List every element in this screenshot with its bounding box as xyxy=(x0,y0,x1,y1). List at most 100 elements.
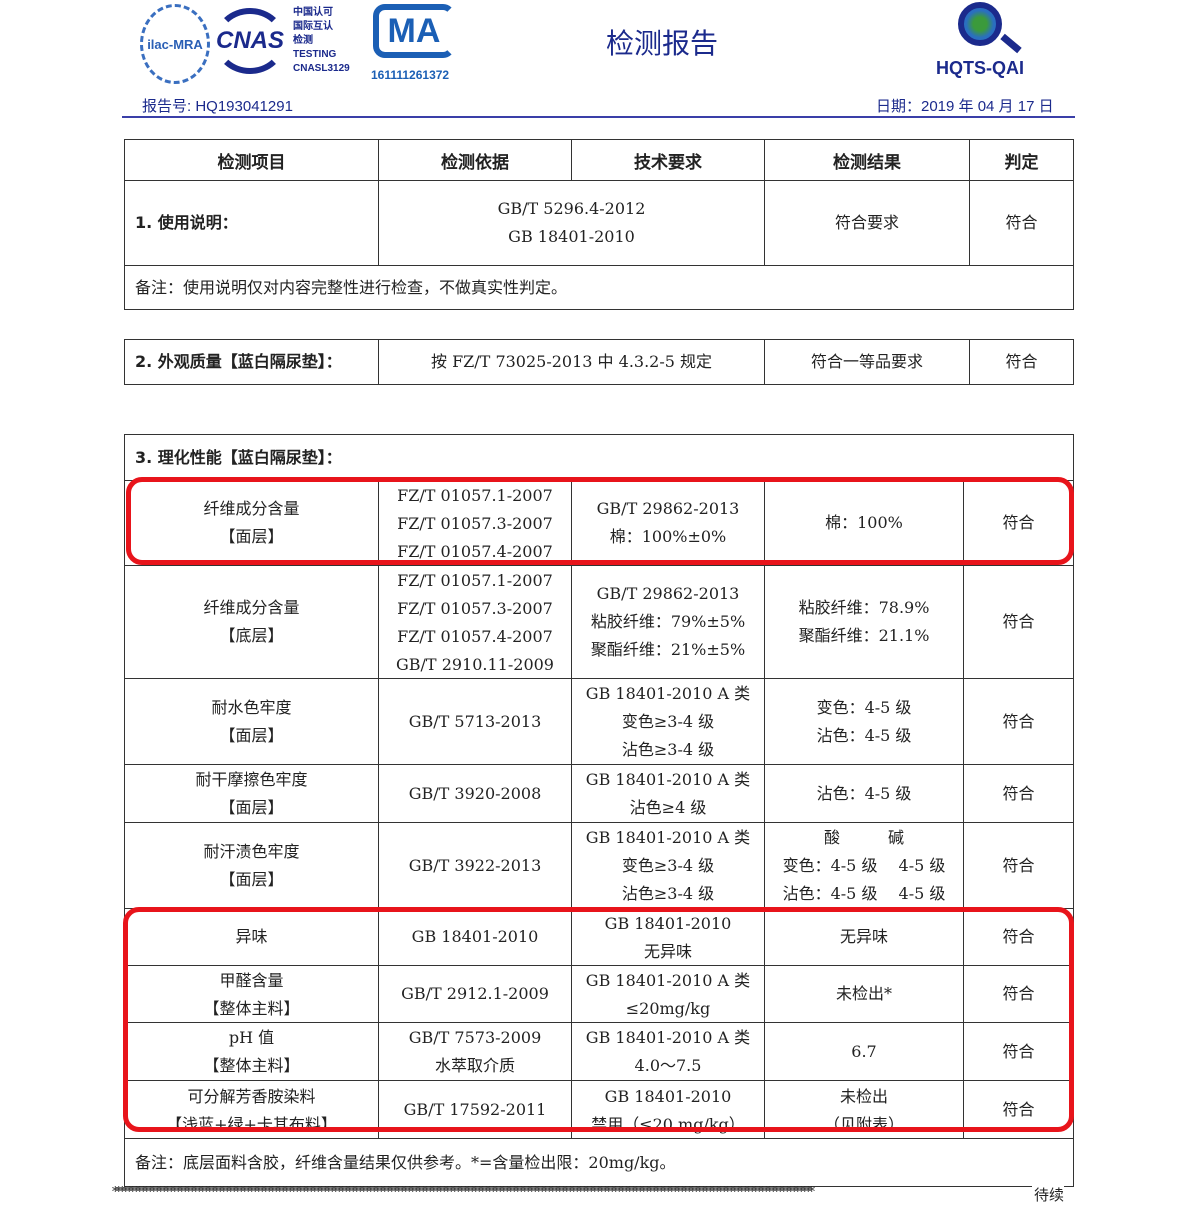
s3-method-text: FZ/T 01057.1-2007 FZ/T 01057.3-2007 FZ/T… xyxy=(397,485,553,561)
s1-result: 符合要求 xyxy=(764,180,970,266)
s3-cell-item: 可分解芳香胺染料 【浅蓝+绿+卡其布料】 xyxy=(124,1080,379,1139)
hqts-logo-text: HQTS-QAI xyxy=(936,58,1024,78)
s3-result-text: 粘胶纤维：78.9% 聚酯纤维：21.1% xyxy=(798,598,930,645)
s3-cell-verdict: 符合 xyxy=(962,1080,1075,1139)
s3-cell-item: 耐干摩擦色牢度 【面层】 xyxy=(124,764,379,823)
table-row: 纤维成分含量 【面层】 FZ/T 01057.1-2007 FZ/T 01057.… xyxy=(124,480,1075,566)
continued-line: ****************************************… xyxy=(112,1186,1200,1200)
s3-cell-method: GB/T 3922-2013 xyxy=(378,822,572,909)
report-date: 日期：2019 年 04 月 17 日 xyxy=(876,98,1054,115)
s3-item-text: pH 值 【整体主料】 xyxy=(203,1027,300,1075)
s3-method-text: GB/T 5713-2013 xyxy=(408,711,542,731)
cma-number: 161111261372 xyxy=(371,68,450,82)
s3-method-text: GB/T 2912.1-2009 xyxy=(401,984,549,1003)
s3-result-text: 无异味 xyxy=(839,927,888,946)
s3-cell-item: 甲醛含量 【整体主料】 xyxy=(124,965,379,1023)
cnas-text: CNAS xyxy=(216,27,285,55)
table-row: pH 值 【整体主料】 GB/T 7573-2009 水萃取介质 GB 18401-… xyxy=(124,1022,1075,1081)
s3-cell-result: 变色：4-5 级 沾色：4-5 级 xyxy=(764,678,964,765)
s3-requirement-text: GB 18401-2010 禁用（≤20 mg/kg） xyxy=(591,1087,745,1134)
s3-cell-method: GB 18401-2010 xyxy=(378,908,572,966)
report-number: 报告号: HQ193041291 xyxy=(142,98,293,115)
s3-title: 3. 理化性能【蓝白隔尿垫】： xyxy=(123,434,1075,481)
ilac-text: ilac-MRA xyxy=(147,36,203,52)
s3-cell-requirement: GB 18401-2010 无异味 xyxy=(571,908,765,966)
s3-cell-result: 棉：100% xyxy=(764,480,964,566)
s3-result-text: 6.7 xyxy=(851,1041,877,1061)
s3-cell-requirement: GB 18401-2010 A 类 沾色≥4 级 xyxy=(571,764,765,823)
s3-cell-requirement: GB 18401-2010 A 类 变色≥3-4 级 沾色≥3-4 级 xyxy=(571,678,765,765)
s3-cell-verdict: 符合 xyxy=(962,965,1075,1023)
asterisk-divider: ****************************************… xyxy=(112,1186,815,1200)
s3-item-text: 纤维成分含量 【底层】 xyxy=(203,598,300,645)
s3-verdict-text: 符合 xyxy=(1002,1099,1035,1119)
s2-item: 2. 外观质量【蓝白隔尿垫】： xyxy=(124,339,379,385)
s3-cell-method: GB/T 17592-2011 xyxy=(378,1080,572,1139)
continued-label: 待续 xyxy=(1032,1184,1065,1205)
s3-result-text: 未检出* xyxy=(835,984,892,1003)
s3-verdict-text: 符合 xyxy=(1002,783,1035,803)
s3-result-text: 变色：4-5 级 沾色：4-5 级 xyxy=(816,697,912,745)
s3-cell-item: 纤维成分含量 【面层】 xyxy=(124,480,379,566)
s1-note: 备注：使用说明仅对内容完整性进行检查，不做真实性判定。 xyxy=(124,265,1074,310)
s3-cell-item: 耐汗渍色牢度 【面层】 xyxy=(124,822,379,909)
s3-requirement-text: GB 18401-2010 无异味 xyxy=(604,913,732,961)
cnas-caption: 中国认可 国际互认 检测 TESTING CNASL3129 xyxy=(293,7,350,74)
table-row: 耐水色牢度 【面层】 GB/T 5713-2013 GB 18401-2010 A … xyxy=(124,678,1075,765)
col-header-requirement: 技术要求 xyxy=(571,139,765,181)
s3-cell-item: pH 值 【整体主料】 xyxy=(124,1022,379,1081)
s3-result-text: 未检出 （见附表） xyxy=(823,1087,904,1134)
s1-verdict: 符合 xyxy=(969,180,1074,266)
s3-result-text: 沾色：4-5 级 xyxy=(816,783,912,803)
s3-cell-verdict: 符合 xyxy=(962,1022,1075,1081)
s3-item-text: 耐汗渍色牢度 【面层】 xyxy=(203,841,300,889)
s3-requirement-text: GB/T 29862-2013 棉：100%±0% xyxy=(596,499,740,546)
s3-method-text: GB/T 7573-2009 水萃取介质 xyxy=(408,1027,542,1075)
s3-cell-item: 纤维成分含量 【底层】 xyxy=(124,565,379,679)
s3-cell-method: GB/T 3920-2008 xyxy=(378,764,572,823)
s3-verdict-text: 符合 xyxy=(1002,612,1035,631)
ilac-mra-logo: ilac-MRA xyxy=(140,4,210,84)
s3-item-text: 异味 xyxy=(235,927,268,946)
s3-cell-item: 耐水色牢度 【面层】 xyxy=(124,678,379,765)
s3-cell-requirement: GB 18401-2010 A 类 变色≥3-4 级 沾色≥3-4 级 xyxy=(571,822,765,909)
hqts-globe-icon xyxy=(958,2,1002,46)
s1-item: 1. 使用说明： xyxy=(124,180,379,266)
cma-logo: MA xyxy=(373,4,455,58)
section1-table: 检测项目 检测依据 技术要求 检测结果 判定 1. 使用说明： GB/T 529… xyxy=(124,139,1074,310)
s3-cell-result: 酸 碱 变色：4-5 级 4-5 级 沾色：4-5 级 4-5 级 xyxy=(764,822,964,909)
page-title: 检测报告 xyxy=(606,27,719,60)
cma-text: MA xyxy=(387,11,441,50)
table-row: 耐汗渍色牢度 【面层】 GB/T 3922-2013 GB 18401-2010 A… xyxy=(124,822,1075,909)
header-divider xyxy=(122,116,1075,118)
s3-cell-result: 沾色：4-5 级 xyxy=(764,764,964,823)
s3-item-text: 甲醛含量 【整体主料】 xyxy=(203,970,300,1018)
s3-item-text: 耐干摩擦色牢度 【面层】 xyxy=(195,769,308,817)
s3-cell-method: GB/T 2912.1-2009 xyxy=(378,965,572,1023)
s3-method-text: GB/T 3922-2013 xyxy=(408,855,542,875)
s3-cell-requirement: GB/T 29862-2013 粘胶纤维：79%±5% 聚酯纤维：21%±5% xyxy=(571,565,765,679)
s3-requirement-text: GB 18401-2010 A 类 ≤20mg/kg xyxy=(585,970,751,1018)
magnifier-handle-icon xyxy=(1000,33,1022,54)
s3-cell-verdict: 符合 xyxy=(962,565,1075,679)
section3-table: 3. 理化性能【蓝白隔尿垫】： 纤维成分含量 【面层】 FZ/T 01057.1-… xyxy=(123,434,1075,1187)
s3-cell-requirement: GB 18401-2010 禁用（≤20 mg/kg） xyxy=(571,1080,765,1139)
col-header-method: 检测依据 xyxy=(378,139,572,181)
s2-verdict: 符合 xyxy=(969,339,1075,385)
s3-method-text: GB 18401-2010 xyxy=(411,927,539,946)
s3-cell-verdict: 符合 xyxy=(962,480,1075,566)
s3-cell-verdict: 符合 xyxy=(962,678,1075,765)
s1-method: GB/T 5296.4-2012 GB 18401-2010 xyxy=(378,180,765,266)
s3-cell-result: 未检出* xyxy=(764,965,964,1023)
table-row: 甲醛含量 【整体主料】 GB/T 2912.1-2009 GB 18401-2010… xyxy=(124,965,1075,1023)
s3-item-text: 可分解芳香胺染料 【浅蓝+绿+卡其布料】 xyxy=(166,1087,337,1134)
col-header-verdict: 判定 xyxy=(969,139,1074,181)
s3-cell-result: 6.7 xyxy=(764,1022,964,1081)
s3-verdict-text: 符合 xyxy=(1002,855,1035,875)
s3-item-text: 纤维成分含量 【面层】 xyxy=(203,499,300,546)
s3-cell-method: GB/T 5713-2013 xyxy=(378,678,572,765)
s3-method-text: GB/T 17592-2011 xyxy=(403,1099,547,1119)
s3-cell-verdict: 符合 xyxy=(962,908,1075,966)
s2-result: 符合一等品要求 xyxy=(764,339,971,385)
s3-cell-requirement: GB 18401-2010 A 类 4.0～7.5 xyxy=(571,1022,765,1081)
